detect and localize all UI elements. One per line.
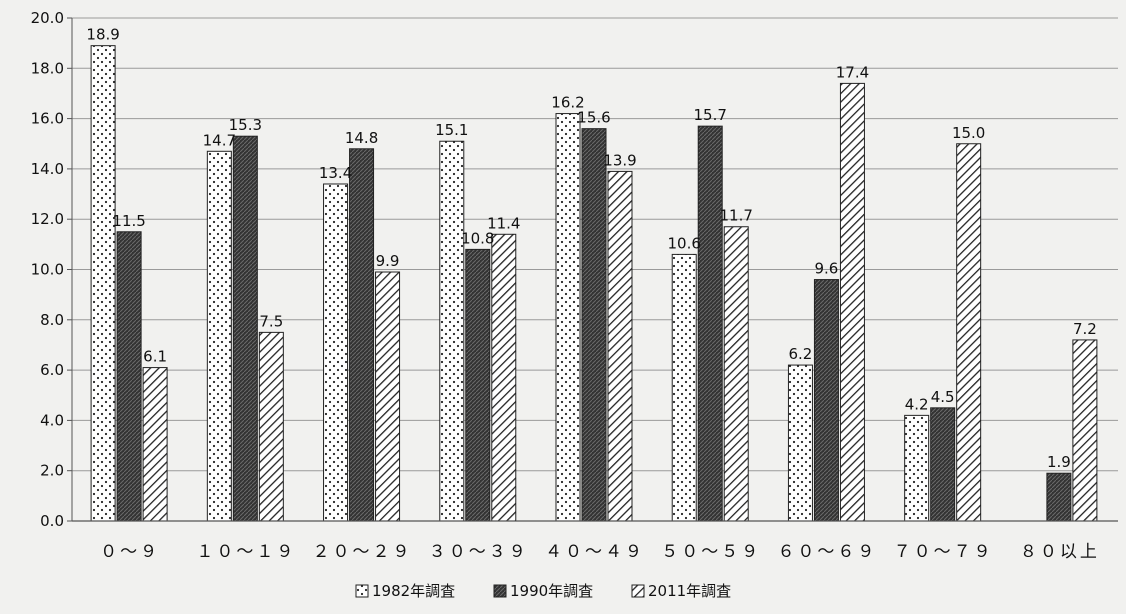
data-label: 11.4 [487, 214, 520, 232]
x-category-label: ２０～２９ [313, 542, 413, 562]
bar-3 [258, 331, 284, 522]
data-label: 16.2 [551, 94, 584, 112]
data-label: 14.7 [203, 131, 236, 149]
data-label: 7.2 [1073, 320, 1097, 338]
bar-2 [697, 125, 723, 522]
bar-3 [723, 226, 749, 522]
data-label: 10.8 [461, 229, 494, 247]
x-category-label: １０～１９ [196, 542, 296, 562]
bar-1 [206, 150, 232, 522]
data-label: 17.4 [836, 63, 869, 81]
data-label: 6.1 [143, 348, 167, 366]
data-label: 11.7 [720, 207, 753, 225]
data-label: 18.9 [86, 26, 119, 44]
bar-1 [439, 140, 465, 522]
bar-2 [349, 148, 375, 522]
data-label: 13.4 [319, 164, 352, 182]
legend-swatch [631, 584, 645, 598]
bar-1 [90, 45, 116, 522]
bar-1 [323, 183, 349, 522]
y-tick-label: 0.0 [40, 512, 64, 530]
legend: 1982年調査 1990年調査 2011年調査 [355, 582, 731, 600]
y-tick-label: 14.0 [31, 160, 64, 178]
data-label: 15.6 [577, 109, 610, 127]
y-tick-label: 18.0 [31, 59, 64, 77]
bar-3 [142, 367, 168, 522]
y-tick-label: 12.0 [31, 210, 64, 228]
y-tick-label: 10.0 [31, 261, 64, 279]
data-label: 13.9 [603, 151, 636, 169]
legend-entry: 1982年調査 [372, 582, 455, 600]
bar-2 [581, 128, 607, 522]
x-category-label: ４０～４９ [545, 542, 645, 562]
bar-1 [555, 113, 581, 522]
data-label: 7.5 [259, 312, 283, 330]
y-tick-label: 8.0 [40, 311, 64, 329]
data-label: 15.0 [952, 124, 985, 142]
y-tick-label: 16.0 [31, 110, 64, 128]
bar-1 [904, 414, 930, 522]
bar-3 [1072, 339, 1098, 522]
data-label: 4.2 [905, 395, 929, 413]
bar-3 [491, 233, 517, 522]
x-category-label: ０～９ [100, 542, 160, 562]
bar-2 [813, 279, 839, 522]
data-label: 11.5 [112, 212, 145, 230]
data-label: 6.2 [789, 345, 813, 363]
data-label: 15.7 [694, 106, 727, 124]
bar-2 [930, 407, 956, 522]
data-label: 4.5 [931, 388, 955, 406]
y-tick-label: 2.0 [40, 462, 64, 480]
bar-3 [839, 82, 865, 522]
data-label: 9.6 [815, 260, 839, 278]
data-label: 14.8 [345, 129, 378, 147]
data-label: 15.1 [435, 121, 468, 139]
bar-1 [671, 253, 697, 522]
bar-2 [1046, 472, 1072, 522]
bar-3 [956, 143, 982, 522]
legend-swatch [493, 584, 507, 598]
x-category-label: ３０～３９ [429, 542, 529, 562]
axes: 0.0 2.0 4.0 6.0 8.0 10.0 12.0 14.0 16.0 18.0 20.0 ０… [31, 9, 1118, 562]
x-category-label: ５０～５９ [661, 542, 761, 562]
x-category-label: ８０以上 [1020, 542, 1100, 562]
bar-3 [375, 271, 401, 522]
bar-3 [607, 170, 633, 522]
legend-swatch [355, 584, 369, 598]
legend-entry: 1990年調査 [510, 582, 593, 600]
x-category-label: ６０～６９ [777, 542, 877, 562]
data-label: 9.9 [376, 252, 400, 270]
bar-2 [232, 135, 258, 522]
y-tick-label: 6.0 [40, 361, 64, 379]
data-label: 1.9 [1047, 453, 1071, 471]
x-category-label: ７０～７９ [894, 542, 994, 562]
bar-2 [465, 248, 491, 522]
data-label: 15.3 [229, 116, 262, 134]
legend-entry: 2011年調査 [648, 582, 731, 600]
data-labels: 18.9 11.5 6.1 14.715.3 7.5 13.4 14.8 9.9 15.1 10.… [86, 26, 1096, 472]
bar-1 [787, 364, 813, 522]
bar-2 [116, 231, 142, 522]
data-label: 10.6 [668, 234, 701, 252]
y-tick-label: 20.0 [31, 9, 64, 27]
bars [90, 45, 1098, 522]
y-tick-label: 4.0 [40, 411, 64, 429]
